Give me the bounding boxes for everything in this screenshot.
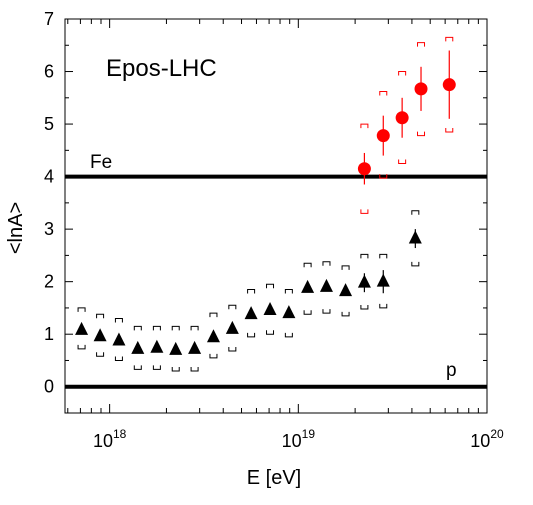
sys-bracket-lower [247,332,256,338]
sys-bracket-upper [190,325,199,331]
y-tick-label: 0 [44,377,54,397]
sys-bracket-upper [77,307,86,312]
sys-bracket-upper [266,283,275,289]
triangle-point [206,329,220,343]
sys-bracket-upper [152,325,161,331]
sys-bracket-upper [411,210,420,215]
y-tick-label: 3 [44,219,54,239]
x-tick-label: 1020 [470,427,504,451]
triangle-point [131,340,145,354]
sys-bracket-upper [379,253,388,259]
triangle-point [112,332,126,346]
triangle-point [357,274,371,288]
sys-bracket-lower [411,261,420,267]
axis-ticks: 0 1 2 3 4 5 6 7 1018 1019 1020 [44,9,504,451]
data-markers [75,50,456,355]
y-tick-label: 6 [44,62,54,82]
triangle-point [225,320,239,334]
triangle-point [169,341,183,355]
sys-bracket-upper [284,289,293,294]
triangle-point [408,230,422,244]
triangle-point [93,328,107,342]
sys-bracket-lower [379,303,388,309]
sys-bracket-lower [209,353,218,359]
triangle-point [301,279,315,293]
sys-bracket-upper [133,325,142,331]
reference-lines [65,174,487,389]
sys-bracket-lower [284,332,293,338]
sys-bracket-lower [398,159,407,164]
x-tick-label: 1018 [93,427,127,451]
sys-bracket-upper [360,123,369,129]
sys-bracket-upper [360,253,369,259]
sys-bracket-lower [114,356,123,361]
circle-point [376,129,390,143]
triangle-point [319,278,333,292]
sys-bracket-upper [322,261,331,266]
triangle-point [376,273,390,287]
circle-point [395,111,409,125]
triangle-point [339,283,353,297]
sys-bracket-upper [379,90,388,96]
triangle-point [75,321,89,335]
x-axis-title: E [eV] [247,467,301,489]
plot-border [64,18,488,414]
plot-frame [64,18,488,414]
sys-bracket-upper [445,36,454,42]
sys-bracket-lower [303,310,312,315]
triangle-point [188,340,202,354]
y-tick-label: 5 [44,114,54,134]
sys-bracket-lower [417,131,426,137]
x-tick-label: 1019 [282,427,316,451]
sys-bracket-lower [322,309,331,314]
sys-bracket-upper [171,325,180,331]
sys-bracket-lower [152,365,161,370]
y-tick-label: 2 [44,272,54,292]
sys-bracket-lower [379,174,388,179]
circle-point [442,78,456,92]
fe-line-label: Fe [90,152,112,173]
sys-bracket-upper [303,262,312,268]
triangle-point [263,301,277,315]
systematic-brackets [77,36,454,372]
triangle-point [282,305,296,319]
sys-bracket-lower [266,330,275,335]
sys-bracket-lower [360,209,369,214]
panel-title: Epos-LHC [106,55,217,82]
sys-bracket-lower [171,366,180,372]
sys-bracket-lower [360,304,369,310]
triangle-point [150,339,164,353]
sys-bracket-upper [398,71,407,76]
sys-bracket-lower [445,127,454,133]
sys-bracket-upper [417,42,426,47]
circle-point [357,162,371,176]
y-tick-label: 1 [44,324,54,344]
sys-bracket-upper [209,312,218,318]
sys-bracket-lower [96,352,105,357]
sys-bracket-lower [77,344,86,350]
y-axis-title: <lnA> [5,202,27,254]
sys-bracket-lower [341,311,350,317]
triangle-point [244,306,258,320]
sys-bracket-upper [341,265,350,270]
y-tick-label: 7 [44,9,54,29]
sys-bracket-lower [133,365,142,370]
sys-bracket-upper [247,289,256,294]
y-tick-label: 4 [44,167,54,187]
sys-bracket-upper [96,313,105,319]
sys-bracket-lower [228,347,237,352]
circle-point [414,82,428,96]
p-line-label: p [446,360,457,381]
sys-bracket-lower [190,366,199,372]
sys-bracket-upper [228,304,237,310]
sys-bracket-upper [114,317,123,323]
